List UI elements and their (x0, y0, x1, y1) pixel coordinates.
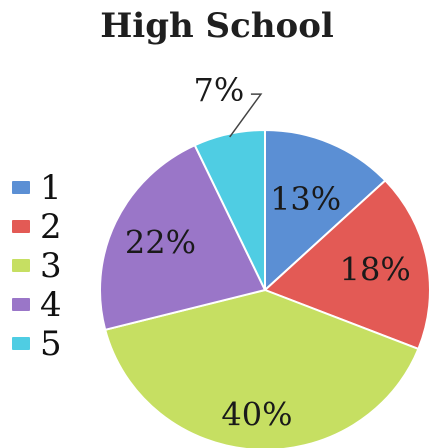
legend-swatch-1 (12, 181, 30, 194)
pie-slice-5 (193, 128, 266, 291)
legend-label-2: 2 (40, 206, 62, 247)
legend-swatch-4 (12, 298, 30, 311)
leader-lines (229, 93, 263, 138)
legend-swatch-3 (12, 259, 30, 272)
pie-slice-3 (103, 288, 420, 448)
slice-label-1: 13% (270, 180, 341, 218)
legend-swatch-2 (12, 220, 30, 233)
legend-label-5: 5 (40, 323, 62, 364)
slice-label-3: 40% (221, 396, 292, 434)
slice-label-2: 18% (340, 251, 411, 289)
legend-swatch-5 (12, 337, 30, 350)
legend-item-2: 2 (12, 207, 62, 246)
legend-item-4: 4 (12, 285, 62, 324)
pie-slice-1 (264, 128, 387, 293)
legend-label-1: 1 (40, 167, 62, 208)
pie-slices (99, 128, 431, 448)
pie-slice-2 (263, 179, 431, 351)
chart-title: High School (100, 6, 334, 46)
legend-label-4: 4 (40, 284, 62, 325)
leader-line-5 (229, 93, 263, 138)
legend-item-1: 1 (12, 168, 62, 207)
pie-slice-4 (99, 143, 267, 331)
slice-label-5: 7% (194, 71, 245, 109)
legend-item-3: 3 (12, 246, 62, 285)
legend-item-5: 5 (12, 324, 62, 363)
legend-label-3: 3 (40, 245, 62, 286)
slice-label-4: 22% (125, 223, 196, 261)
slice-labels: 13% 18% 40% 22% 7% (125, 71, 411, 433)
